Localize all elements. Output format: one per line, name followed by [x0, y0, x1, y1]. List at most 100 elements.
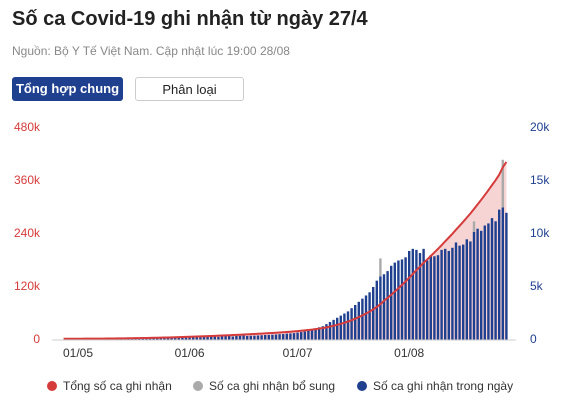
legend-marker [47, 381, 57, 391]
bar-daily [325, 324, 328, 340]
bar-daily [217, 336, 220, 340]
bar-daily [436, 255, 440, 340]
bar-daily [490, 218, 494, 340]
bar-supplement [379, 258, 382, 277]
bar-daily [116, 338, 119, 340]
bar-daily [213, 336, 216, 340]
bar-daily [404, 257, 407, 340]
bar-daily [152, 338, 155, 340]
y2-tick-label: 15k [530, 173, 550, 187]
bar-daily [267, 334, 270, 340]
bar-daily [318, 327, 321, 340]
bar-daily [498, 209, 501, 340]
legend-label: Số ca ghi nhận bổ sung [209, 379, 335, 393]
bar-daily [177, 337, 180, 340]
bar-daily [242, 335, 245, 340]
bar-daily [292, 333, 296, 340]
bar-daily [300, 332, 303, 340]
bar-daily [138, 338, 141, 340]
title: Số ca Covid-19 ghi nhận từ ngày 27/4 [12, 8, 368, 30]
bar-daily [483, 225, 486, 340]
tab-classify[interactable]: Phân loại [135, 77, 244, 101]
bar-daily [163, 337, 166, 340]
bar-daily [181, 337, 184, 340]
bar-daily [472, 231, 476, 340]
bar-daily [346, 311, 350, 340]
bar-daily [174, 337, 177, 340]
bar-daily [188, 337, 191, 340]
bar-daily [307, 330, 310, 340]
y2-tick-label: 0 [530, 332, 537, 346]
bar-daily [274, 334, 278, 340]
bar-daily [282, 334, 285, 340]
bar-daily [429, 255, 432, 340]
bar-daily [246, 335, 249, 340]
bar-daily [400, 259, 404, 340]
bar-daily [310, 329, 314, 340]
bar-daily [451, 247, 454, 340]
y-tick-label: 360k [14, 173, 41, 187]
bar-daily [476, 228, 479, 340]
line-total [63, 161, 508, 340]
bar-daily [260, 335, 263, 340]
bar-daily [454, 242, 458, 340]
bar-daily [339, 315, 342, 340]
x-tick-label: 01/08 [394, 346, 424, 360]
bar-daily [210, 336, 213, 340]
bar-daily [141, 338, 144, 340]
bar-daily [364, 295, 368, 340]
bar-daily [386, 271, 389, 340]
bar-daily [433, 256, 436, 340]
bar-daily [332, 319, 335, 340]
bar-daily [184, 337, 188, 340]
y-tick-label: 120k [14, 279, 41, 293]
bar-daily [231, 336, 234, 340]
bar-daily [120, 338, 123, 340]
bar-daily [289, 333, 292, 340]
bar-daily [321, 326, 324, 340]
bar-daily [278, 334, 281, 340]
bar-daily [354, 305, 357, 340]
bar-daily [206, 336, 209, 340]
bar-daily [422, 248, 425, 340]
bar-daily [444, 248, 447, 340]
y2-tick-label: 5k [530, 279, 544, 293]
bar-daily [458, 245, 461, 340]
bar-daily [408, 250, 411, 340]
bar-daily [303, 331, 306, 340]
bar-daily [148, 338, 152, 340]
y-tick-label: 0 [33, 332, 40, 346]
bar-daily [494, 221, 497, 340]
bar-daily [447, 250, 450, 340]
bar-daily [505, 212, 508, 340]
x-tick-label: 01/07 [283, 346, 313, 360]
bar-daily [501, 207, 504, 340]
bar-daily [253, 335, 256, 340]
bar-daily [336, 317, 339, 340]
bar-daily [480, 230, 483, 340]
bar-daily [350, 308, 353, 340]
bar-daily [462, 244, 465, 340]
bar-daily [357, 301, 360, 340]
legend-label: Số ca ghi nhận trong ngày [373, 379, 513, 393]
bar-daily [393, 262, 396, 340]
y2-tick-label: 10k [530, 226, 550, 240]
legend-label: Tổng số ca ghi nhận [63, 379, 172, 393]
bar-daily [127, 338, 130, 340]
bar-daily [159, 337, 162, 340]
bar-daily [285, 333, 288, 340]
bar-daily [235, 335, 238, 340]
x-tick-label: 01/06 [175, 346, 205, 360]
subtitle: Nguồn: Bộ Y Tế Việt Nam. Cập nhật lúc 19… [12, 44, 290, 58]
bar-daily [296, 332, 299, 340]
bar-daily [328, 321, 332, 340]
bar-daily [487, 223, 490, 340]
bar-daily [202, 336, 206, 340]
tab-general[interactable]: Tổng hợp chung [12, 77, 123, 101]
bar-daily [314, 328, 317, 340]
bar-daily [375, 280, 378, 340]
bar-daily [415, 249, 418, 340]
y-tick-label: 240k [14, 226, 41, 240]
bar-daily [166, 337, 170, 340]
